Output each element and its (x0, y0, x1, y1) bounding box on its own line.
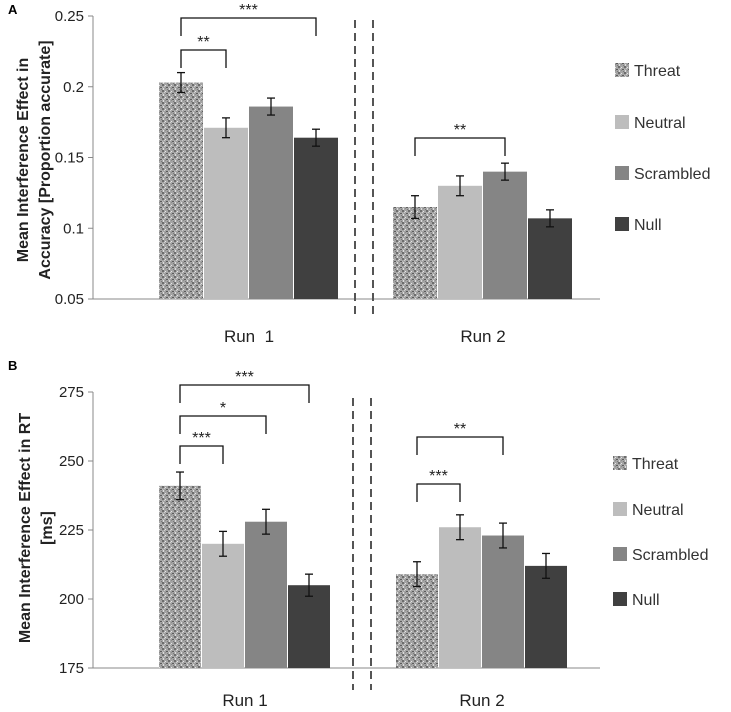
significance-label: *** (429, 468, 448, 485)
category-label: Run 2 (459, 691, 504, 710)
y-tick-label: 175 (59, 660, 84, 677)
legend-label-threat: Threat (634, 63, 681, 80)
significance-bracket (416, 483, 461, 502)
category-label: Run 2 (460, 327, 505, 346)
significance-bracket (414, 137, 506, 156)
y-tick-label: 275 (59, 384, 84, 401)
y-axis-label: Accuracy [Proportion accurate] (37, 40, 54, 279)
bar-threat-1 (159, 485, 201, 668)
legend-swatch-neutral (615, 115, 629, 129)
bar-scrambled-2 (483, 171, 527, 299)
legend-label-threat: Threat (632, 456, 679, 473)
significance-label: *** (192, 430, 211, 447)
legend-label-null: Null (632, 592, 660, 609)
bar-scrambled-2 (482, 535, 524, 668)
significance-label: *** (235, 369, 254, 386)
bar-neutral-2 (438, 185, 482, 299)
legend-label-scrambled: Scrambled (634, 166, 710, 183)
panel-a: A 0.05 0.1 0.15 0.2 0.25 Mean Interference Eff… (8, 2, 710, 346)
legend-label-null: Null (634, 217, 662, 234)
significance-bracket (416, 436, 504, 455)
y-tick-label: 0.25 (55, 8, 84, 25)
significance-label: ** (454, 421, 466, 438)
legend-swatch-scrambled (613, 547, 627, 561)
y-tick-label: 0.1 (63, 220, 84, 237)
category-label: Run 1 (224, 327, 274, 346)
legend-label-neutral: Neutral (632, 502, 684, 519)
legend-swatch-threat (615, 63, 629, 77)
y-tick-label: 250 (59, 453, 84, 470)
significance-label: ** (454, 122, 466, 139)
significance-label: ** (197, 34, 209, 51)
bar-null-1 (288, 585, 330, 668)
bar-neutral-1 (204, 127, 248, 299)
bar-scrambled-1 (245, 521, 287, 668)
y-tick-label: 0.15 (55, 150, 84, 167)
y-tick-label: 200 (59, 591, 84, 608)
legend-label-scrambled: Scrambled (632, 547, 708, 564)
significance-label: * (220, 400, 226, 417)
significance-bracket (180, 17, 317, 36)
legend-swatch-scrambled (615, 166, 629, 180)
bar-threat-2 (393, 207, 437, 299)
significance-label: *** (239, 2, 258, 19)
panel-letter: B (8, 358, 17, 373)
significance-bracket (179, 384, 310, 403)
legend-swatch-threat (613, 456, 627, 470)
y-axis-label: Mean Interference Effect in (15, 58, 32, 263)
category-label: Run 1 (222, 691, 267, 710)
bar-neutral-2 (439, 527, 481, 668)
legend-label-neutral: Neutral (634, 115, 686, 132)
y-tick-label: 0.2 (63, 79, 84, 96)
y-tick-label: 0.05 (55, 291, 84, 308)
y-axis-label: [ms] (39, 511, 56, 545)
panel-b: B 175 200 225 250 275 Mean Interference Effect… (8, 358, 708, 710)
significance-bracket (180, 49, 227, 68)
legend-swatch-neutral (613, 502, 627, 516)
y-axis-label: Mean Interference Effect in RT (17, 413, 34, 644)
bar-null-2 (528, 218, 572, 299)
legend-swatch-null (615, 217, 629, 231)
significance-bracket (179, 415, 267, 434)
bar-threat-2 (396, 574, 438, 668)
bar-null-2 (525, 565, 567, 668)
bar-null-1 (294, 137, 338, 299)
bar-threat-1 (159, 82, 203, 299)
bar-neutral-1 (202, 543, 244, 668)
panel-letter: A (8, 2, 18, 17)
legend-swatch-null (613, 592, 627, 606)
bar-scrambled-1 (249, 106, 293, 299)
significance-bracket (179, 445, 224, 464)
y-tick-label: 225 (59, 522, 84, 539)
